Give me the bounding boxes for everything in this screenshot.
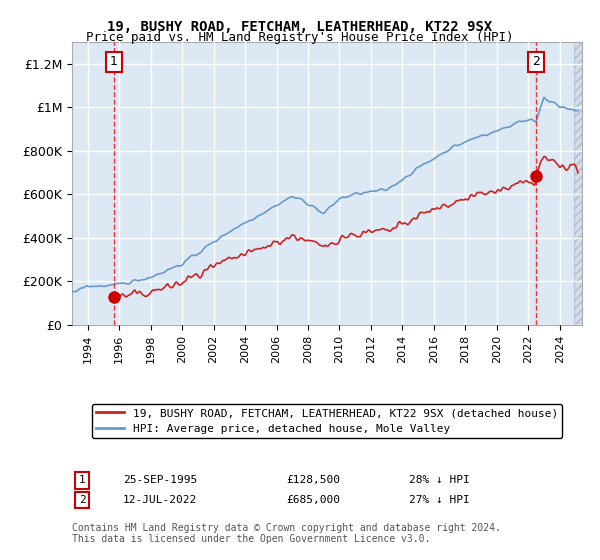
Text: 12-JUL-2022: 12-JUL-2022: [123, 495, 197, 505]
Text: 2: 2: [532, 55, 540, 68]
Legend: 19, BUSHY ROAD, FETCHAM, LEATHERHEAD, KT22 9SX (detached house), HPI: Average pr: 19, BUSHY ROAD, FETCHAM, LEATHERHEAD, KT…: [92, 404, 562, 438]
Text: 25-SEP-1995: 25-SEP-1995: [123, 475, 197, 486]
Text: 2: 2: [79, 495, 86, 505]
Text: 19, BUSHY ROAD, FETCHAM, LEATHERHEAD, KT22 9SX: 19, BUSHY ROAD, FETCHAM, LEATHERHEAD, KT…: [107, 20, 493, 34]
Text: £128,500: £128,500: [286, 475, 340, 486]
Text: 27% ↓ HPI: 27% ↓ HPI: [409, 495, 469, 505]
Text: 1: 1: [79, 475, 86, 486]
Text: £685,000: £685,000: [286, 495, 340, 505]
Bar: [574, 42, 582, 325]
Text: Price paid vs. HM Land Registry's House Price Index (HPI): Price paid vs. HM Land Registry's House …: [86, 31, 514, 44]
Text: 1: 1: [110, 55, 118, 68]
Bar: [574, 42, 582, 325]
Text: Contains HM Land Registry data © Crown copyright and database right 2024.
This d: Contains HM Land Registry data © Crown c…: [72, 523, 501, 544]
Text: 28% ↓ HPI: 28% ↓ HPI: [409, 475, 469, 486]
